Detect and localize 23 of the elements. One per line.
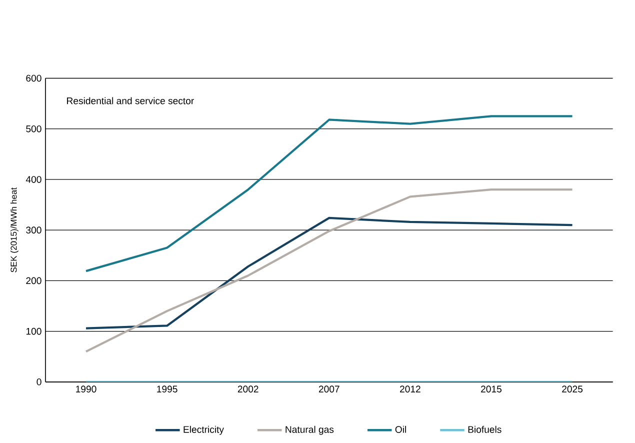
y-tick-label: 100 [26, 328, 42, 335]
y-tick-label: 600 [26, 75, 42, 82]
y-tick-label: 200 [26, 278, 42, 284]
y-tick-label: 500 [26, 126, 42, 132]
legend-label: Oil [395, 426, 406, 434]
x-tick-label: 2025 [562, 386, 583, 393]
y-tick-label: 0 [36, 378, 42, 386]
line-series [84, 115, 574, 272]
legend-label: Natural gas [286, 426, 334, 436]
y-tick-label: 300 [26, 226, 42, 234]
x-tick-label: 2012 [400, 386, 420, 393]
legend-label: Biofuels [468, 426, 502, 434]
annotation: Residential and service sector [67, 97, 194, 104]
x-tick-label: 2007 [318, 386, 340, 393]
line-series [84, 217, 574, 330]
x-tick-label: 1995 [157, 386, 178, 393]
y-axis-title: SEK (2015)/MWh heat [10, 188, 18, 273]
x-tick-label: 1990 [76, 386, 96, 393]
line-series [84, 188, 574, 353]
legend-label: Electricity [184, 426, 224, 436]
y-tick-label: 400 [26, 176, 42, 184]
x-tick-label: 2015 [481, 386, 502, 393]
x-tick-label: 2002 [238, 386, 258, 393]
